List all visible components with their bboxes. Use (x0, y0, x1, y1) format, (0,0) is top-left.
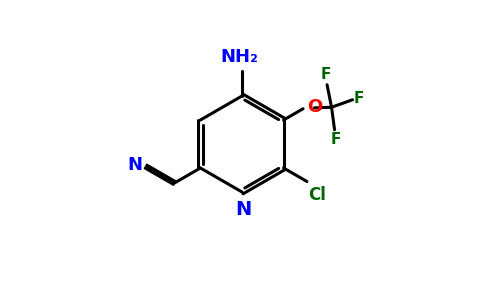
Text: NH₂: NH₂ (220, 48, 258, 66)
Text: F: F (320, 68, 331, 82)
Text: N: N (235, 200, 252, 219)
Text: N: N (127, 156, 142, 174)
Text: Cl: Cl (308, 186, 326, 204)
Text: F: F (331, 132, 341, 147)
Text: O: O (307, 98, 322, 116)
Text: F: F (354, 91, 364, 106)
